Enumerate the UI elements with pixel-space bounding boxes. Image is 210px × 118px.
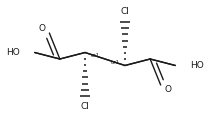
Text: Cl: Cl <box>81 102 89 111</box>
Text: HO: HO <box>6 48 20 57</box>
Text: or1: or1 <box>111 60 120 65</box>
Text: Cl: Cl <box>121 7 129 16</box>
Text: O: O <box>38 24 46 33</box>
Text: HO: HO <box>190 61 204 70</box>
Text: O: O <box>164 85 172 94</box>
Text: or1: or1 <box>90 53 99 58</box>
